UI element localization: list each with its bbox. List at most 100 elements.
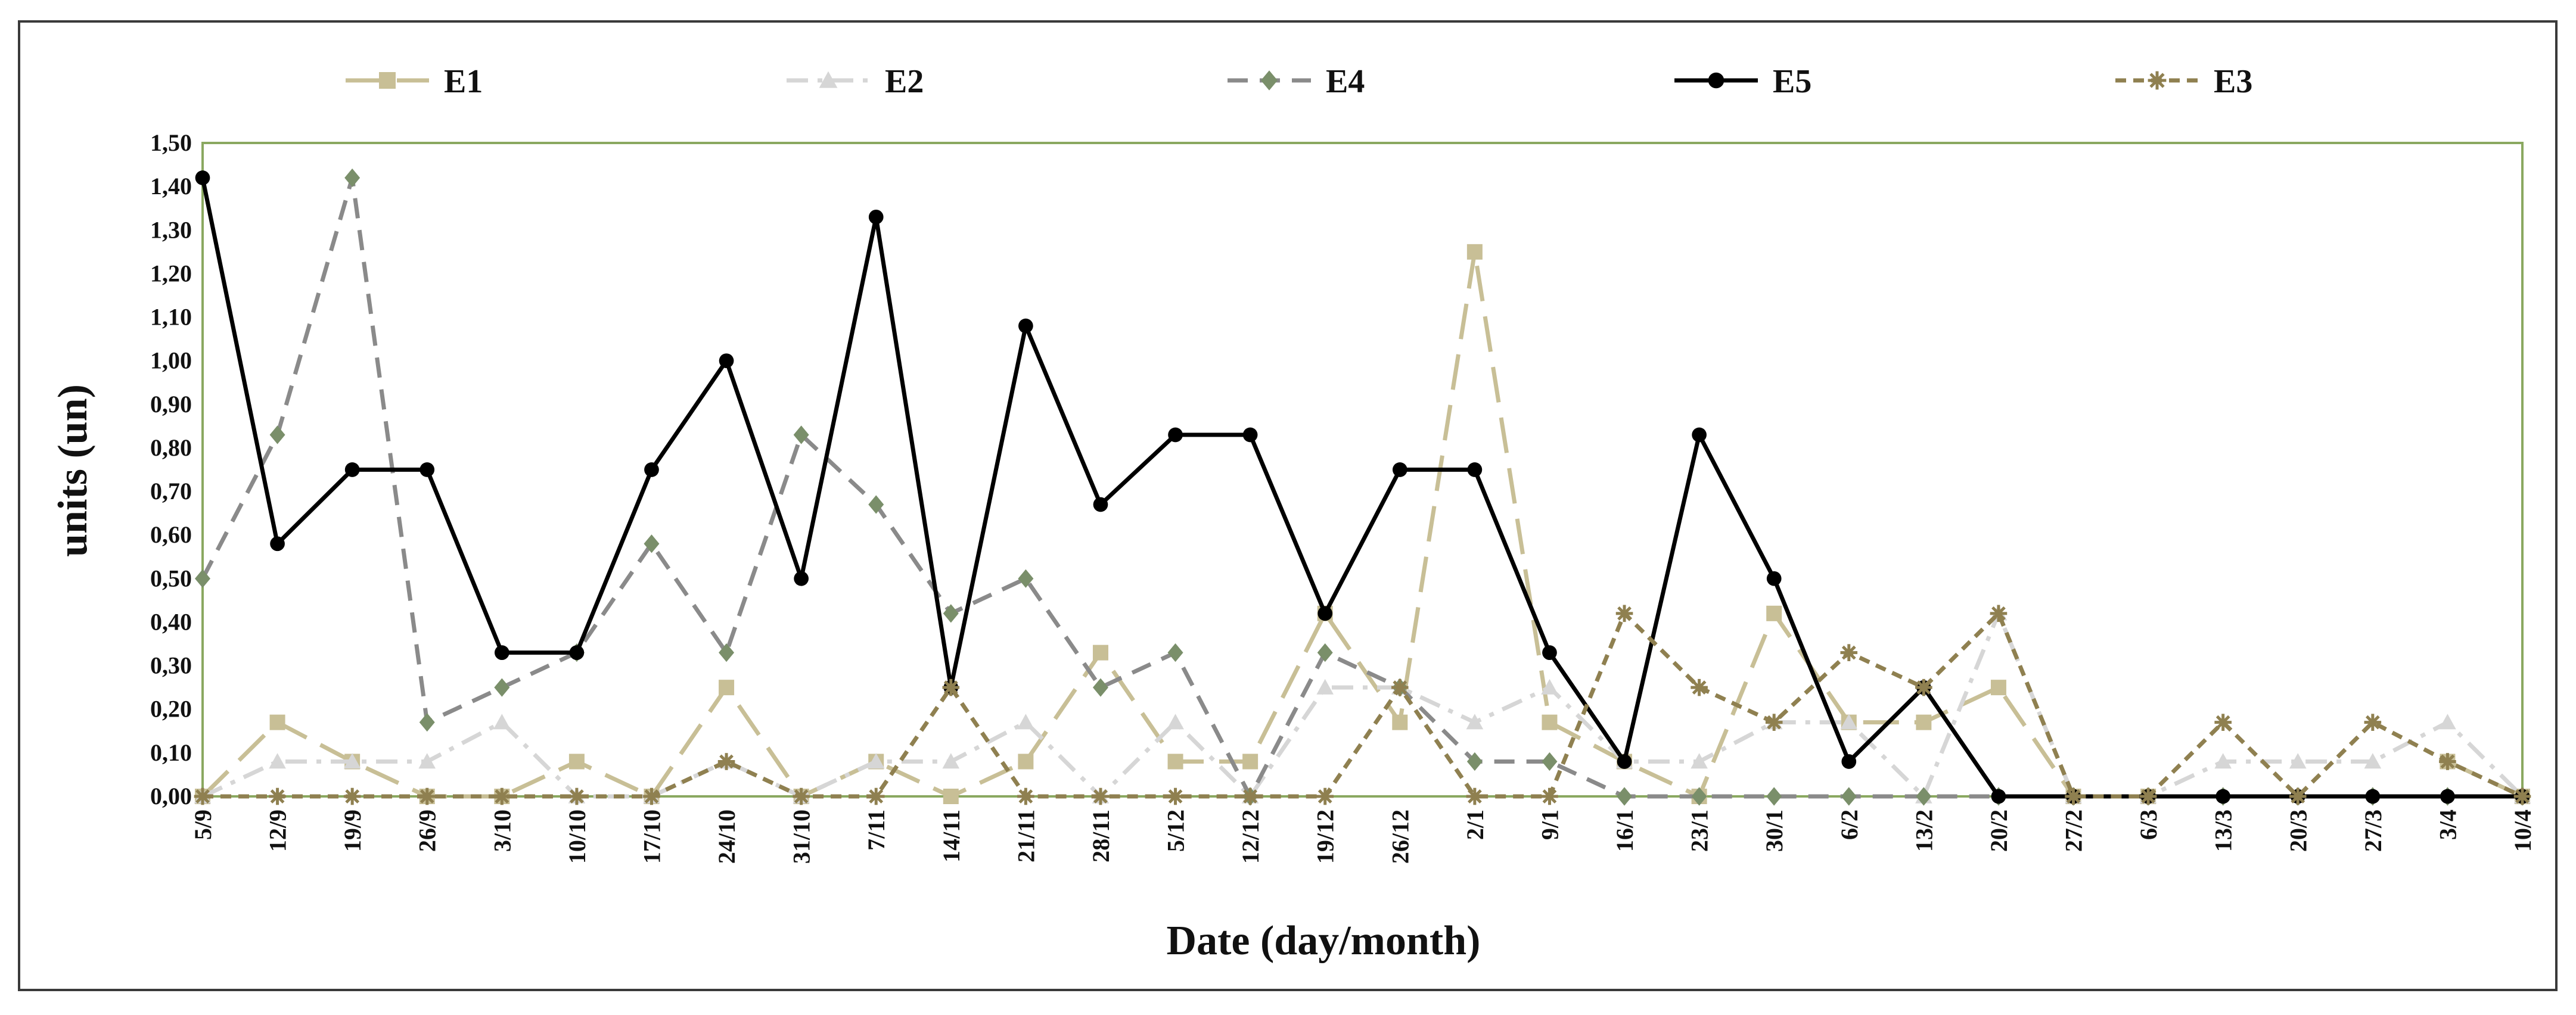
- data-point: [1765, 714, 1783, 731]
- data-point: [1261, 70, 1278, 91]
- y-tick-label: 0,90: [150, 391, 192, 418]
- y-tick-label: 0,80: [150, 434, 192, 461]
- y-tick-label: 0,00: [150, 783, 192, 809]
- y-tick-label: 1,00: [150, 347, 192, 374]
- data-point: [719, 680, 735, 696]
- plot-area-border: [201, 142, 2524, 798]
- data-point: [1317, 643, 1333, 662]
- data-point: [644, 534, 660, 553]
- y-tick-label: 0,60: [150, 521, 192, 548]
- data-point: [2214, 714, 2232, 731]
- x-tick-label: 26/9: [414, 809, 441, 852]
- data-point: [493, 714, 511, 730]
- legend: E1 E2 E4 E5 E3: [346, 63, 2252, 100]
- data-point: [1991, 789, 2006, 804]
- data-point: [1241, 787, 1259, 805]
- x-tick-label: 2/1: [1462, 809, 1489, 840]
- data-point: [644, 462, 659, 477]
- chart-frame: [18, 20, 2558, 991]
- x-tick-label: 6/2: [1836, 809, 1863, 840]
- x-tick-label: 3/4: [2434, 809, 2461, 840]
- data-point: [867, 753, 885, 769]
- x-tick-label: 6/3: [2135, 809, 2162, 840]
- data-point: [1990, 605, 2008, 622]
- x-tick-label: 20/3: [2285, 809, 2311, 852]
- data-point: [344, 462, 360, 477]
- legend-item-e5: E5: [1674, 63, 1811, 100]
- x-tick-label: 17/10: [638, 809, 665, 864]
- data-point: [1316, 787, 1334, 805]
- data-point: [868, 495, 884, 514]
- data-point: [1316, 678, 1334, 695]
- data-point: [2440, 789, 2455, 804]
- data-point: [2364, 753, 2382, 769]
- data-point: [1092, 787, 1110, 805]
- data-point: [1167, 643, 1183, 662]
- series-line-e3: [203, 609, 2524, 799]
- y-tick-label: 1,10: [150, 304, 192, 331]
- data-point: [1092, 645, 1108, 661]
- data-point: [2439, 753, 2456, 770]
- data-point: [794, 571, 809, 586]
- data-point: [2139, 787, 2157, 805]
- data-point: [943, 789, 959, 804]
- data-point: [1708, 72, 1724, 89]
- data-point: [1692, 427, 1707, 443]
- legend-label: E3: [2214, 63, 2252, 100]
- data-point: [1617, 787, 1633, 806]
- data-point: [343, 787, 361, 805]
- data-point: [493, 787, 511, 805]
- x-tick-label: 10/10: [564, 809, 591, 864]
- legend-label: E4: [1326, 63, 1365, 100]
- data-point: [868, 209, 884, 225]
- x-tick-label: 9/1: [1536, 809, 1563, 840]
- data-point: [494, 645, 509, 661]
- data-point: [1167, 787, 1184, 805]
- data-point: [1466, 787, 1484, 805]
- legend-label: E1: [444, 63, 483, 100]
- series-e4: [195, 168, 2530, 806]
- data-point: [1168, 427, 1183, 443]
- data-point: [1916, 787, 1932, 806]
- data-point: [1018, 754, 1034, 770]
- legend-item-e2: E2: [787, 63, 924, 100]
- x-axis-title: Date (day/month): [1167, 918, 1481, 964]
- data-point: [195, 170, 210, 185]
- x-tick-label: 10/4: [2509, 809, 2536, 852]
- data-point: [2289, 753, 2307, 769]
- data-point: [419, 713, 435, 732]
- y-tick-label: 1,30: [150, 216, 192, 243]
- data-point: [1841, 754, 1857, 769]
- data-point: [793, 425, 809, 444]
- data-point: [1840, 714, 1858, 730]
- y-tick-label: 0,40: [150, 608, 192, 635]
- x-tick-label: 13/2: [1910, 809, 1937, 852]
- x-tick-label: 19/9: [339, 809, 366, 852]
- data-point: [1615, 605, 1633, 622]
- data-point: [269, 714, 285, 730]
- data-point: [1766, 605, 1782, 621]
- legend-label: E2: [885, 63, 924, 100]
- series-line-e5: [200, 177, 2522, 799]
- data-point: [1466, 714, 1484, 730]
- data-point: [2439, 714, 2456, 730]
- data-point: [643, 787, 660, 805]
- data-point: [819, 71, 838, 88]
- y-axis-title: units (un): [50, 384, 96, 557]
- data-point: [2215, 789, 2231, 804]
- data-point: [2214, 753, 2232, 769]
- x-tick-label: 16/1: [1611, 809, 1638, 852]
- data-point: [1017, 787, 1034, 805]
- data-point: [1466, 244, 1483, 260]
- x-tick-label: 24/10: [713, 809, 740, 864]
- data-point: [1242, 754, 1259, 770]
- series-layer: [194, 168, 2531, 806]
- x-tick-label: 27/2: [2061, 809, 2087, 852]
- data-point: [2364, 714, 2382, 731]
- y-tick-label: 1,20: [150, 260, 192, 287]
- data-point: [2065, 787, 2082, 805]
- x-tick-label: 12/12: [1237, 809, 1264, 864]
- x-tick-label: 14/11: [938, 809, 965, 863]
- x-tick-label: 5/9: [189, 809, 216, 840]
